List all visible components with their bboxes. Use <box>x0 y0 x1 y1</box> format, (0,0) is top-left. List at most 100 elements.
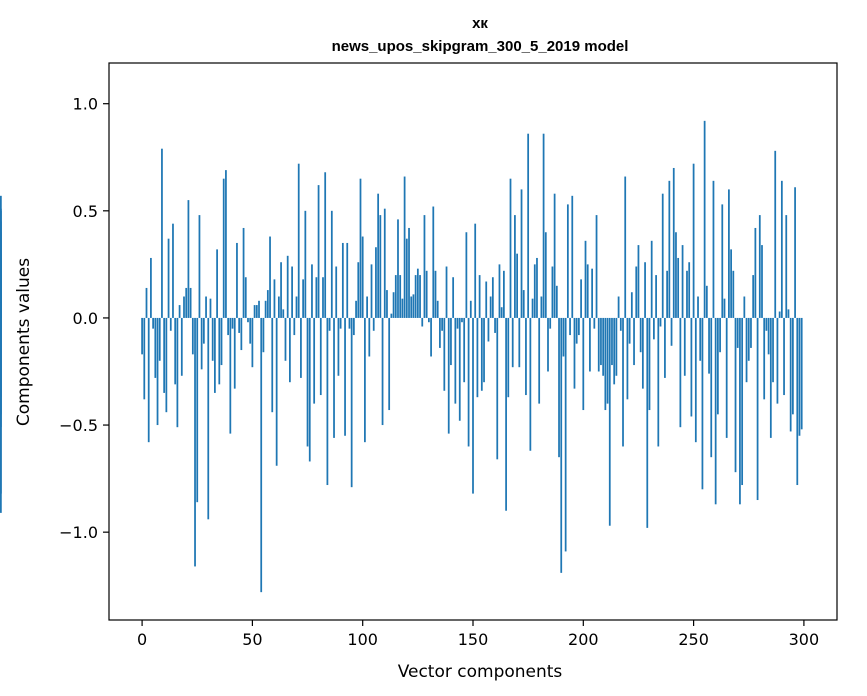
bar-59 <box>271 317 274 413</box>
bar-27 <box>200 317 203 370</box>
bar-122 <box>410 296 413 318</box>
bar-126 <box>419 275 421 318</box>
bar-246 <box>683 317 686 376</box>
bar-176 <box>529 317 532 451</box>
bar-270 <box>736 317 739 348</box>
bar-110 <box>383 208 386 318</box>
bar-54 <box>260 317 263 593</box>
bar-175 <box>527 133 530 318</box>
bar-46 <box>242 227 245 318</box>
bar-24 <box>194 317 196 567</box>
bar-157 <box>487 317 490 342</box>
bar-150 <box>472 317 474 494</box>
chart-title-line2: news_upos_skipgram_300_5_2019 model <box>332 38 629 55</box>
bar-88 <box>335 266 338 318</box>
bar-153 <box>478 275 481 318</box>
bar-145 <box>461 317 463 323</box>
bar-29 <box>205 296 207 318</box>
bar-45 <box>240 317 243 351</box>
bar-161 <box>496 317 499 460</box>
bar-50 <box>251 317 254 368</box>
bar-70 <box>295 296 298 318</box>
bar-74 <box>304 210 307 318</box>
bar-162 <box>498 264 501 318</box>
bar-98 <box>357 262 360 318</box>
bar-25 <box>196 317 199 503</box>
bar-84 <box>326 317 329 486</box>
bar-148 <box>467 317 470 447</box>
bar-194 <box>569 317 571 336</box>
bar-206 <box>595 215 598 318</box>
bar-169 <box>514 215 516 318</box>
bar-174 <box>525 317 527 396</box>
bar-17 <box>178 305 181 318</box>
bar-193 <box>566 204 569 318</box>
bar-69 <box>293 317 296 336</box>
bar-180 <box>538 317 541 404</box>
bar-288 <box>776 317 779 404</box>
y-tick-label: 1.0 <box>73 95 98 114</box>
bar-278 <box>754 227 757 318</box>
bar-137 <box>443 317 446 391</box>
bar-68 <box>291 266 293 318</box>
bar-211 <box>606 317 609 404</box>
bar-11 <box>165 317 168 413</box>
bar-23 <box>191 317 194 355</box>
bar-124 <box>414 275 417 318</box>
bar-135 <box>439 317 441 348</box>
bar-106 <box>375 247 377 318</box>
bar-141 <box>452 277 455 318</box>
bar-107 <box>377 193 380 318</box>
bar-2 <box>145 287 148 318</box>
bar-82 <box>322 277 324 318</box>
bar-159 <box>491 277 494 318</box>
y-tick-label: 0.5 <box>73 202 98 221</box>
bar-179 <box>536 257 538 318</box>
bar-269 <box>734 317 737 473</box>
bar-9 <box>161 148 163 318</box>
bar-49 <box>249 317 252 344</box>
bar-77 <box>311 264 313 318</box>
bar-240 <box>670 317 673 346</box>
bar-20 <box>185 287 188 318</box>
bar-228 <box>644 262 646 318</box>
bar-14 <box>172 223 174 318</box>
bar-213 <box>611 317 613 366</box>
bar-101 <box>364 317 366 443</box>
bar-86 <box>330 210 333 318</box>
bar-291 <box>783 317 785 396</box>
bar-65 <box>284 317 287 361</box>
bar-258 <box>710 317 713 458</box>
bar-94 <box>348 317 351 329</box>
bar-185 <box>549 317 552 329</box>
bar-290 <box>780 180 783 318</box>
bar-253 <box>699 317 702 361</box>
bar-219 <box>624 176 627 318</box>
bar-119 <box>403 176 406 318</box>
bar-221 <box>628 317 631 344</box>
bar-121 <box>408 227 410 318</box>
bar-192 <box>564 317 567 552</box>
bar-212 <box>608 317 611 526</box>
bar-235 <box>659 317 662 327</box>
bar-0 <box>141 317 143 355</box>
bar-243 <box>677 257 680 318</box>
bar-286 <box>772 317 774 383</box>
bar-43 <box>236 242 238 318</box>
bar-218 <box>622 317 624 447</box>
x-axis-label: Vector components <box>398 662 563 682</box>
bar-256 <box>705 285 708 318</box>
bar-118 <box>401 298 404 318</box>
bar-178 <box>533 264 536 318</box>
bar-280 <box>758 215 761 318</box>
bar-undefined <box>0 317 2 415</box>
bar-166 <box>507 317 510 398</box>
bar-293 <box>787 309 790 318</box>
bar-163 <box>500 307 503 318</box>
bar-152 <box>476 317 479 398</box>
bar-287 <box>774 150 777 318</box>
bar-8 <box>158 317 161 361</box>
bar-214 <box>613 317 616 385</box>
x-axis-ticks: 0 50 100 150 200 250 300 <box>137 620 819 649</box>
bar-51 <box>253 305 256 318</box>
